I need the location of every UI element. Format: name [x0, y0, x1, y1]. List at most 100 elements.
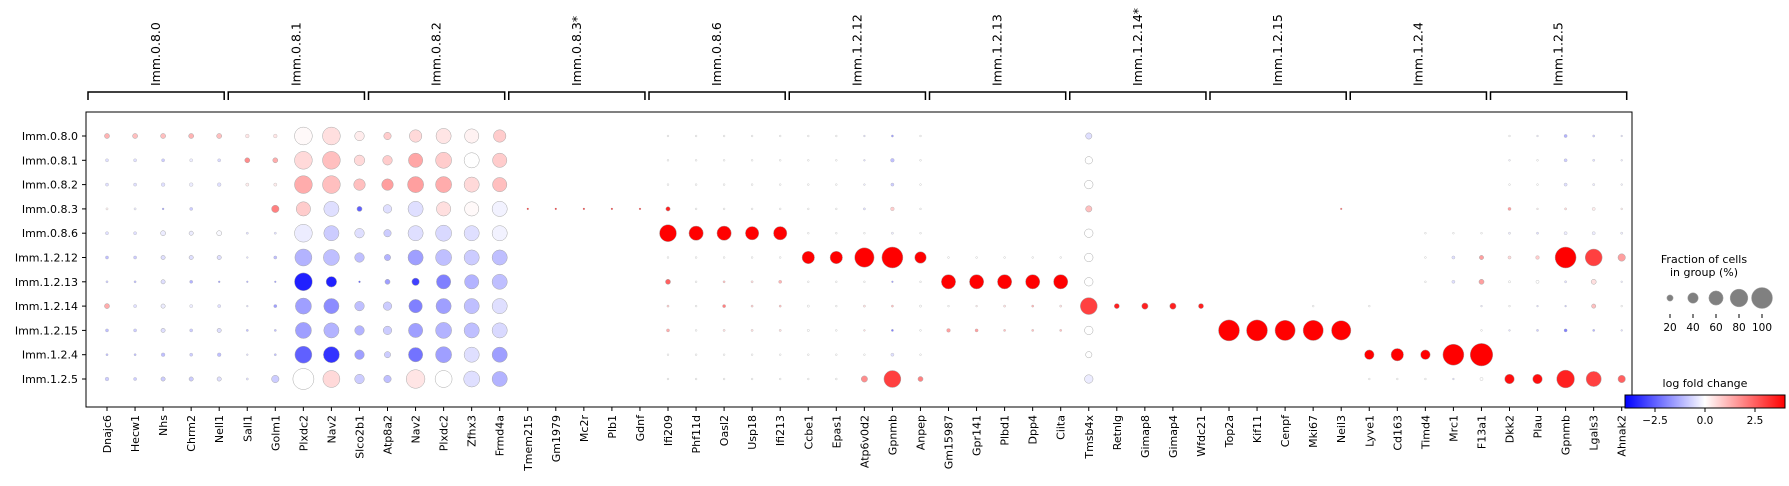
- dot: [863, 183, 866, 186]
- dot: [695, 377, 698, 381]
- dot: [353, 178, 366, 191]
- dot: [941, 274, 956, 290]
- dot: [695, 280, 698, 283]
- dot: [975, 305, 978, 308]
- dot: [1084, 156, 1093, 165]
- colorbar-label: 2.5: [1747, 415, 1764, 427]
- dot: [463, 370, 480, 388]
- gene-label: Mrc1: [1447, 415, 1460, 442]
- dot: [294, 345, 313, 364]
- dot: [435, 322, 452, 339]
- dot: [435, 298, 452, 314]
- dot: [695, 329, 698, 332]
- dot: [695, 159, 698, 162]
- dot: [407, 201, 424, 217]
- dot: [666, 256, 670, 259]
- dot: [946, 328, 951, 333]
- bracket-Imm.0.8.2: [367, 91, 506, 100]
- dot: [835, 353, 838, 356]
- dot: [246, 231, 249, 235]
- dot: [723, 183, 726, 186]
- gene-group-label: Imm.0.8.1: [288, 22, 303, 86]
- dot: [161, 158, 165, 163]
- dot: [273, 133, 278, 139]
- dot: [161, 182, 166, 187]
- gene-label: Ciita: [1055, 415, 1068, 440]
- dot: [863, 232, 866, 235]
- dot: [751, 207, 754, 210]
- dot: [104, 303, 110, 309]
- gene-group-label: Imm.0.8.2: [429, 22, 444, 86]
- gene-group-label: Imm.1.2.14*: [1130, 8, 1145, 86]
- dot: [133, 304, 137, 308]
- group-label: Imm.0.8.2: [22, 179, 78, 192]
- bracket-Imm.0.8.6: [648, 91, 786, 100]
- dot: [160, 303, 166, 309]
- dot: [1536, 231, 1539, 235]
- dot: [1331, 320, 1352, 341]
- dot: [246, 329, 249, 332]
- dot: [1620, 329, 1623, 332]
- dot: [274, 353, 277, 356]
- dot: [382, 325, 393, 335]
- dot: [491, 371, 508, 387]
- dot: [1480, 305, 1483, 308]
- dot: [1620, 159, 1623, 162]
- dot: [1564, 207, 1567, 211]
- dot: [322, 370, 341, 388]
- gene-label: Phf11d: [690, 415, 703, 453]
- dot: [354, 325, 365, 336]
- dot: [1451, 280, 1456, 284]
- dot: [189, 182, 194, 187]
- dot: [665, 206, 671, 212]
- dot: [491, 298, 508, 314]
- dot: [919, 159, 922, 162]
- dot: [105, 182, 109, 187]
- dot: [491, 249, 508, 266]
- dot: [1368, 377, 1371, 381]
- group-label: Imm.1.2.15: [15, 324, 78, 337]
- dot: [216, 376, 222, 382]
- dot: [582, 207, 585, 210]
- size-legend-label: 80: [1732, 322, 1745, 334]
- dot: [891, 329, 894, 332]
- dot: [1536, 183, 1539, 186]
- gene-label: Ahnak2: [1616, 415, 1629, 457]
- dot: [890, 352, 895, 357]
- dot: [835, 329, 838, 332]
- dot: [1504, 373, 1515, 385]
- dot: [491, 273, 508, 290]
- dot: [188, 255, 194, 260]
- dot: [189, 280, 193, 284]
- dot: [1508, 134, 1511, 138]
- dot: [132, 133, 138, 139]
- dot: [666, 377, 670, 381]
- dot: [160, 376, 166, 382]
- dot: [1053, 274, 1069, 290]
- bracket-Imm.1.2.4: [1349, 91, 1488, 100]
- dot: [271, 204, 280, 213]
- dot: [1085, 351, 1093, 359]
- dot: [295, 201, 311, 217]
- gene-label: Ccbe1: [802, 415, 815, 449]
- gene-label: Frmd4a: [494, 415, 507, 456]
- dot: [1169, 302, 1177, 310]
- gene-group-label: Imm.0.8.0: [148, 22, 163, 86]
- dot: [1198, 303, 1204, 309]
- gene-label: Cenpf: [1279, 414, 1292, 447]
- dot: [105, 231, 109, 235]
- dot: [835, 305, 838, 308]
- dot: [914, 251, 927, 264]
- dot: [835, 134, 838, 138]
- dot: [435, 224, 452, 242]
- dot: [292, 368, 315, 390]
- dot: [491, 201, 508, 217]
- group-label: Imm.0.8.1: [22, 154, 78, 167]
- dot: [160, 133, 166, 139]
- gene-label: Mki67: [1307, 415, 1320, 448]
- dot: [975, 256, 978, 259]
- size-legend-label: 20: [1663, 322, 1676, 334]
- dot: [1563, 182, 1568, 187]
- gene-label: Tmsb4x: [1083, 415, 1096, 460]
